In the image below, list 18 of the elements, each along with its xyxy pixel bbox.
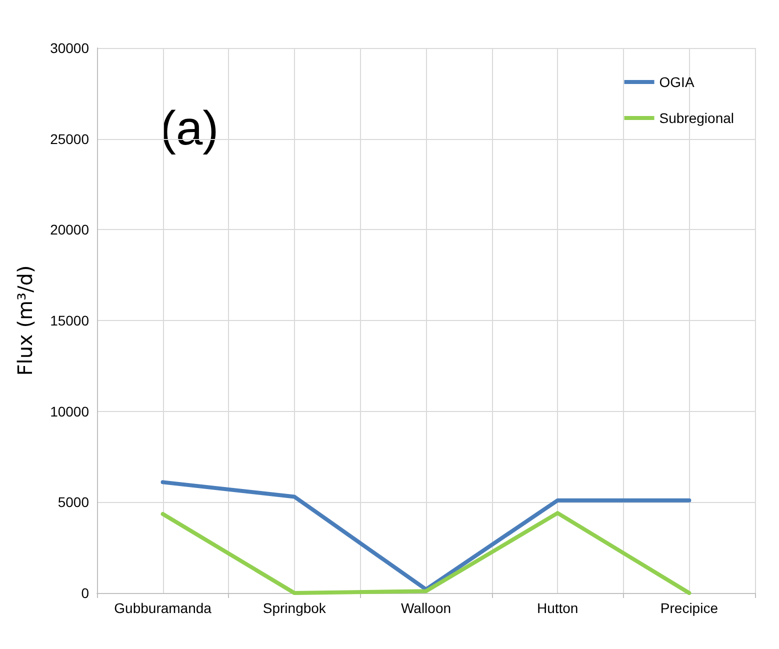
y-tick-label: 0 bbox=[81, 585, 90, 601]
y-axis-title: Flux (m³/d) bbox=[13, 265, 37, 376]
legend-label: OGIA bbox=[659, 74, 695, 90]
x-tick-label: Walloon bbox=[400, 600, 452, 616]
legend-label: Subregional bbox=[659, 110, 734, 126]
y-tick-label: 15000 bbox=[50, 312, 90, 328]
annotation: (a) bbox=[160, 102, 219, 156]
line-series bbox=[160, 511, 692, 595]
x-tick-label: Precipice bbox=[660, 600, 718, 616]
line-series bbox=[160, 480, 692, 592]
y-tick-label: 5000 bbox=[58, 494, 90, 510]
x-tick-label: Springbok bbox=[262, 600, 327, 616]
y-tick-label: 30000 bbox=[50, 40, 90, 56]
y-tick-label: 20000 bbox=[50, 222, 90, 238]
x-tick-label: Gubburamanda bbox=[114, 600, 212, 616]
x-tick-label: Hutton bbox=[536, 600, 578, 616]
y-tick-label: 25000 bbox=[50, 130, 90, 147]
y-tick-label: 10000 bbox=[50, 403, 90, 420]
